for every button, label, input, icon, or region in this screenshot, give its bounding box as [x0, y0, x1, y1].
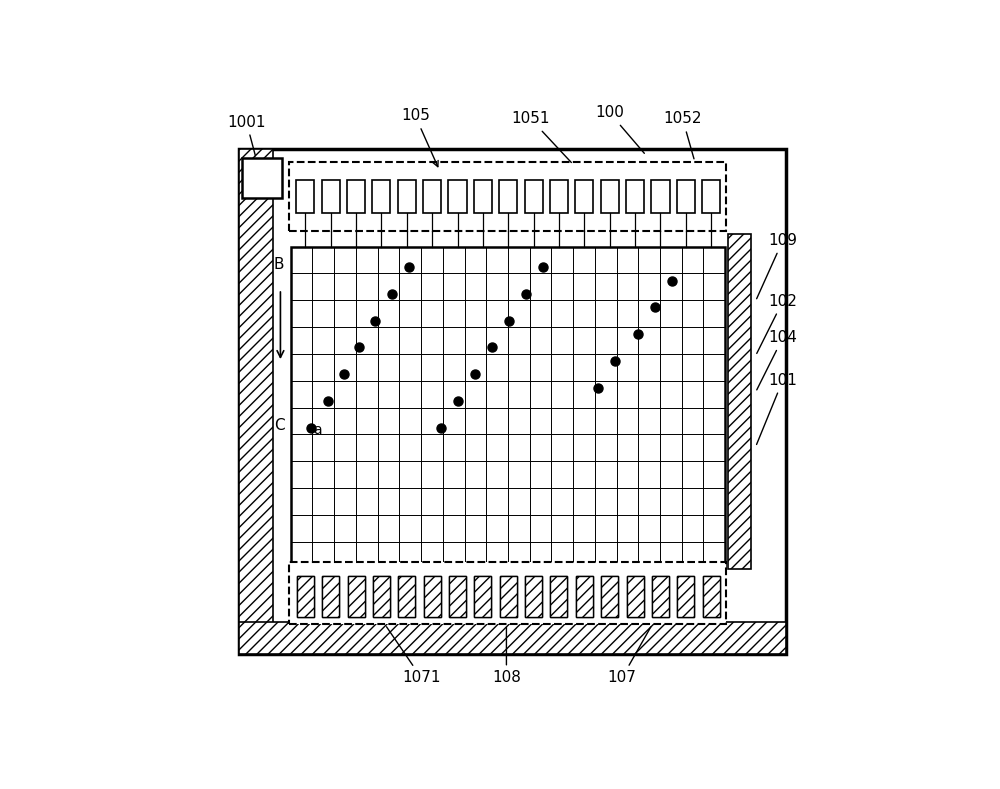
Bar [627, 576, 644, 617]
Text: 100: 100 [595, 106, 644, 153]
Bar [626, 180, 644, 213]
Bar [575, 180, 593, 213]
Bar [576, 576, 593, 617]
Text: B: B [274, 257, 284, 272]
Bar [239, 622, 786, 653]
Text: C: C [274, 418, 284, 433]
Text: 102: 102 [757, 294, 797, 353]
Bar [728, 234, 751, 569]
Bar [601, 180, 619, 213]
Bar [449, 576, 466, 617]
Bar [289, 162, 726, 231]
Bar [651, 180, 670, 213]
Bar [677, 180, 695, 213]
Bar [550, 576, 567, 617]
Bar [289, 562, 726, 624]
Bar [372, 180, 390, 213]
Bar [500, 576, 517, 617]
Bar [297, 576, 314, 617]
Bar [703, 576, 720, 617]
Text: 1052: 1052 [663, 111, 702, 159]
Bar [424, 576, 441, 617]
Bar [322, 180, 340, 213]
Bar [348, 576, 365, 617]
Bar [652, 576, 669, 617]
Bar [652, 576, 669, 617]
Text: a: a [313, 423, 322, 437]
Text: 1051: 1051 [511, 111, 571, 163]
Text: 109: 109 [757, 233, 797, 299]
Bar [423, 180, 441, 213]
Bar [373, 576, 390, 617]
Bar [499, 180, 517, 213]
Bar [601, 576, 618, 617]
Bar [474, 576, 491, 617]
Bar [347, 180, 365, 213]
Bar [242, 159, 282, 198]
Bar [474, 180, 492, 213]
Bar [550, 576, 567, 617]
Bar [550, 180, 568, 213]
Bar [322, 576, 339, 617]
Text: 1071: 1071 [386, 626, 441, 686]
Bar [398, 576, 415, 617]
Bar [373, 576, 390, 617]
Bar [297, 576, 314, 617]
Bar [627, 576, 644, 617]
Bar [576, 576, 593, 617]
Text: 1001: 1001 [227, 114, 266, 155]
Bar [677, 576, 694, 617]
Bar [322, 576, 339, 617]
Text: 101: 101 [757, 372, 797, 444]
Bar [449, 576, 466, 617]
Bar [500, 576, 517, 617]
Bar [239, 149, 273, 653]
Bar [702, 180, 720, 213]
Bar [448, 180, 467, 213]
Bar [474, 576, 491, 617]
Bar [398, 180, 416, 213]
Bar [525, 180, 543, 213]
Bar [525, 576, 542, 617]
Bar [677, 576, 694, 617]
Bar [703, 576, 720, 617]
Bar [296, 180, 314, 213]
Text: 105: 105 [401, 108, 438, 166]
Bar [398, 576, 415, 617]
Bar [424, 576, 441, 617]
Bar [525, 576, 542, 617]
Bar [348, 576, 365, 617]
Text: 107: 107 [607, 627, 651, 686]
Text: 108: 108 [492, 627, 521, 686]
Bar [239, 149, 786, 653]
Text: 104: 104 [757, 330, 797, 390]
Bar [601, 576, 618, 617]
Bar [291, 246, 725, 569]
